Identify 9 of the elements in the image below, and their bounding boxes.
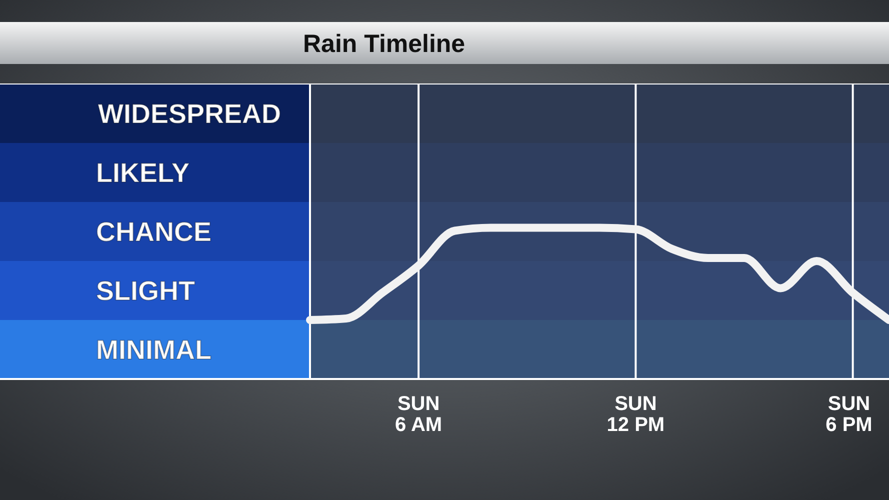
band-label: MINIMAL [96,334,212,365]
band-label: SLIGHT [96,276,196,306]
chart-title: Rain Timeline [303,30,466,58]
x-tick-label: SUN 6 PM [826,393,872,436]
x-tick-label: SUN 6 AM [395,393,442,436]
band-label: CHANCE [96,216,212,247]
band-label: LIKELY [96,158,190,188]
x-tick-label: SUN 12 PM [606,393,665,436]
band-label: WIDESPREAD [98,98,282,129]
